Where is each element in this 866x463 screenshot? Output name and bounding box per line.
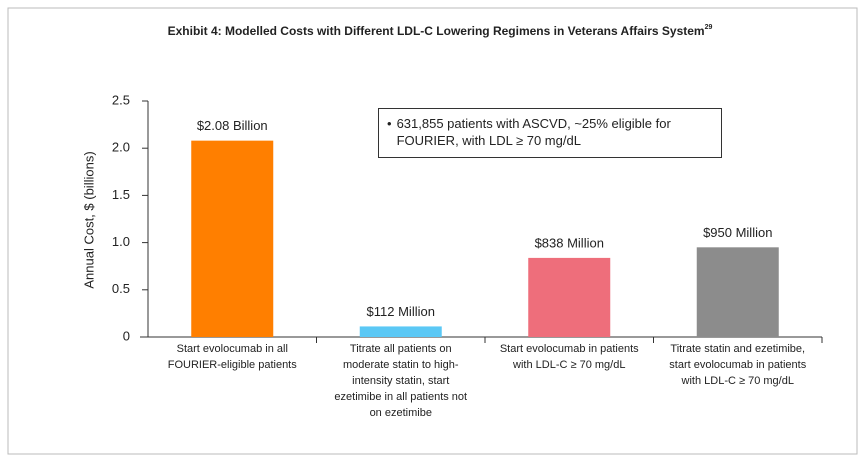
- value-label: $950 Million: [703, 225, 772, 240]
- value-label: $112 Million: [367, 304, 435, 319]
- x-tick-label: Titrate all patients on moderate statin …: [334, 343, 468, 419]
- bar: [696, 247, 779, 337]
- frame: [7, 7, 858, 455]
- title-text: Exhibit 4: Modelled Costs with Different…: [168, 24, 705, 38]
- bar: [528, 257, 611, 337]
- chart-title: Exhibit 4: Modelled Costs with Different…: [168, 24, 713, 38]
- x-tick-label: Start evolocumab in patients with LDL-C …: [499, 343, 639, 371]
- title-superscript: 29: [705, 24, 713, 31]
- y-tick-label: 0: [123, 328, 130, 343]
- x-tick-label: Start evolocumab in all FOURIER-eligible…: [167, 343, 297, 371]
- y-tick-label: 1.5: [112, 187, 130, 202]
- annotation-box: • 631,855 patients with ASCVD, ~25% eligi…: [378, 108, 722, 158]
- y-tick-label: 1.0: [112, 234, 130, 249]
- bar: [191, 140, 274, 337]
- bar: [359, 326, 442, 337]
- y-tick-label: 2.5: [112, 92, 130, 107]
- value-label: $838 Million: [535, 235, 604, 250]
- bullet: •: [387, 116, 392, 131]
- y-axis-label: Annual Cost, $ (billions): [81, 151, 96, 288]
- value-label: $2.08 Billion: [197, 118, 268, 133]
- y-tick-label: 0.5: [112, 281, 130, 296]
- y-tick-label: 2.0: [112, 140, 130, 155]
- x-tick-label: Titrate statin and ezetimibe, start evol…: [669, 343, 807, 387]
- annotation: 631,855 patients with ASCVD, ~25% eligib…: [396, 116, 671, 148]
